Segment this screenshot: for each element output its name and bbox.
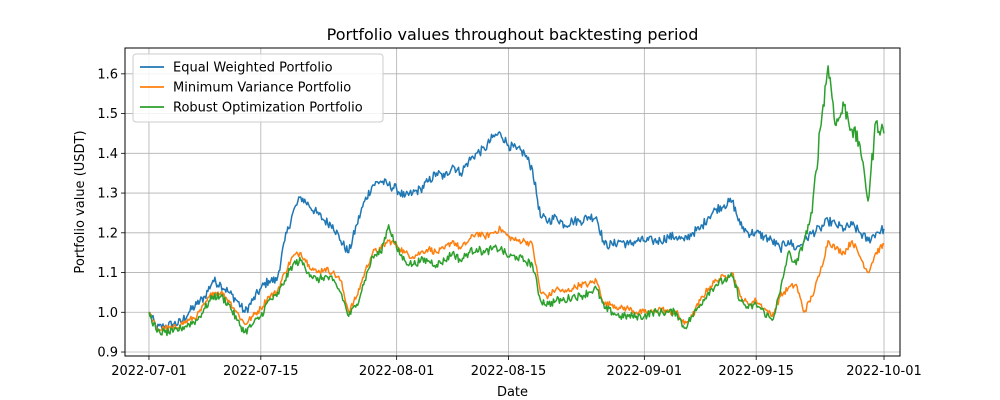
plot-frame — [124, 47, 901, 357]
y-tick-label: 1.3 — [97, 187, 118, 202]
legend-box — [132, 53, 384, 123]
legend-label: Robust Optimization Portfolio — [173, 101, 363, 116]
series-line-2 — [148, 65, 885, 337]
series-lines — [148, 65, 885, 337]
chart-title: Portfolio values throughout backtesting … — [327, 25, 699, 44]
y-tick-label: 1.6 — [97, 67, 118, 82]
legend-label: Equal Weighted Portfolio — [173, 61, 333, 76]
series-line-1 — [148, 225, 885, 332]
x-tick-label: 2022-08-15 — [471, 364, 547, 379]
x-tick-label: 2022-10-01 — [846, 364, 922, 379]
x-axis-title: Date — [497, 385, 528, 400]
y-tick-label: 1.1 — [97, 266, 118, 281]
y-tick-label: 0.9 — [97, 346, 118, 361]
y-tick-label: 1.0 — [97, 306, 118, 321]
x-tick-label: 2022-07-01 — [111, 364, 187, 379]
legend: Equal Weighted Portfolio Minimum Variance… — [132, 53, 384, 123]
y-tick-label: 1.2 — [97, 226, 118, 241]
legend-label: Minimum Variance Portfolio — [173, 81, 351, 96]
y-axis-ticks: 0.9 1.0 1.1 1.2 1.3 1.4 1.5 1.6 — [97, 67, 125, 361]
series-line-0 — [148, 131, 885, 331]
x-tick-label: 2022-09-01 — [607, 364, 683, 379]
x-tick-label: 2022-09-15 — [718, 364, 794, 379]
x-tick-label: 2022-07-15 — [223, 364, 299, 379]
x-tick-label: 2022-08-01 — [359, 364, 435, 379]
y-axis-title: Portfolio value (USDT) — [73, 130, 88, 273]
x-axis-ticks: 2022-07-01 2022-07-15 2022-08-01 2022-08-15… — [111, 356, 922, 379]
y-tick-label: 1.5 — [97, 107, 118, 122]
y-tick-label: 1.4 — [97, 147, 118, 162]
